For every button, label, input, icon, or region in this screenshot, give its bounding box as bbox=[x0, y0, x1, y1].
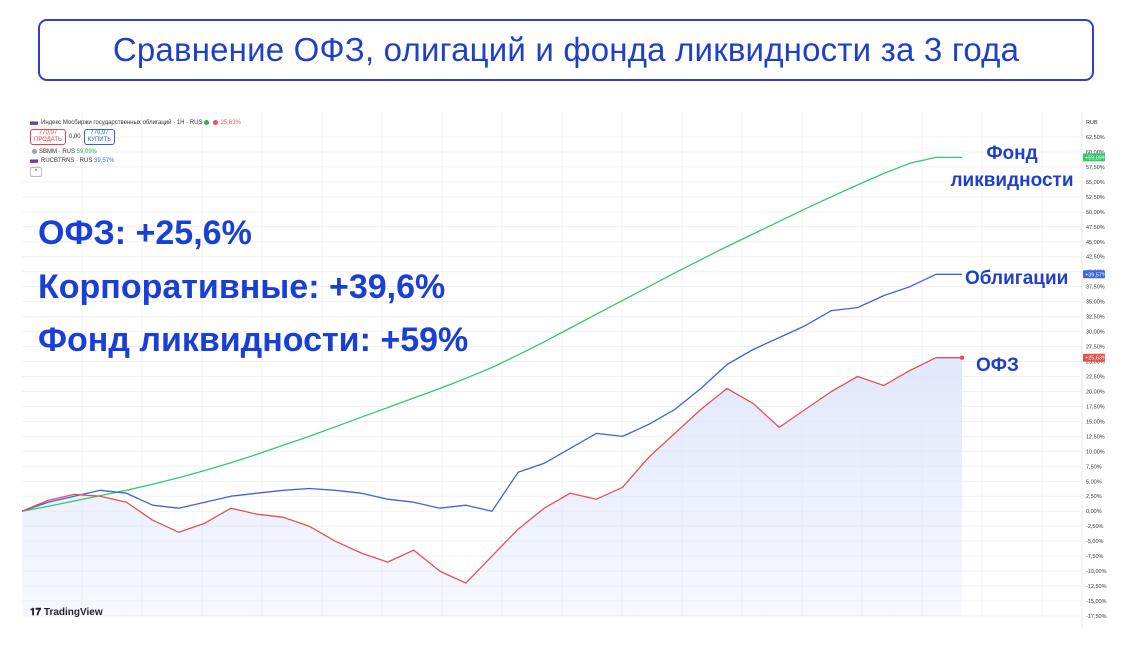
y-tick-label: 60,00% bbox=[1086, 150, 1105, 156]
y-tick-label: 7,50% bbox=[1086, 464, 1102, 470]
buy-price: 770,97 bbox=[90, 130, 109, 136]
y-tick-label: 62,50% bbox=[1086, 135, 1105, 141]
y-tick-label: -2,50% bbox=[1086, 524, 1104, 530]
y-tick-label: 52,50% bbox=[1086, 195, 1105, 201]
tradingview-brand: TradingView bbox=[43, 607, 103, 618]
y-tick-label: -7,50% bbox=[1086, 554, 1104, 560]
y-tick-label: 27,50% bbox=[1086, 345, 1105, 351]
y-tick-label: 5,00% bbox=[1086, 479, 1102, 485]
label-ofz: ОФЗ bbox=[976, 355, 1019, 376]
buy-label: КУПИТЬ bbox=[87, 137, 112, 143]
y-tick-label: 12,50% bbox=[1086, 434, 1105, 440]
label-fund-line2: ликвидности bbox=[950, 170, 1074, 191]
spread-value: 0,00 bbox=[68, 134, 81, 140]
sell-price: 770,97 bbox=[38, 130, 58, 136]
y-tick-label: 32,50% bbox=[1086, 315, 1105, 321]
y-tick-label: 57,50% bbox=[1086, 165, 1105, 171]
sell-label: ПРОДАТЬ bbox=[34, 137, 62, 143]
legend-row-main: Индекс Мосбиржи государственных облигаци… bbox=[30, 118, 241, 127]
russia-flag-icon bbox=[30, 158, 38, 163]
stat-fund: Фонд ликвидности: +59% bbox=[38, 321, 469, 359]
legend-row-rucbtrns[interactable]: RUCBTRNS · RUS 39,57% bbox=[30, 156, 241, 165]
series-end-label-2: +25,63% bbox=[1085, 356, 1107, 362]
y-tick-label: 25,00% bbox=[1086, 360, 1105, 366]
y-tick-label: -17,50% bbox=[1086, 614, 1107, 620]
y-tick-label: -12,50% bbox=[1086, 584, 1107, 590]
buy-button[interactable]: 770,97 КУПИТЬ bbox=[83, 129, 116, 145]
y-tick-label: 50,00% bbox=[1086, 210, 1105, 216]
globe-icon bbox=[32, 149, 37, 154]
y-tick-label: 47,50% bbox=[1086, 225, 1105, 231]
series-end-label-1: +39,57% bbox=[1085, 272, 1107, 278]
alert-dot-icon bbox=[213, 120, 219, 125]
y-tick-label: -10,00% bbox=[1086, 569, 1107, 575]
sell-button[interactable]: 770,97 ПРОДАТЬ bbox=[30, 129, 66, 145]
y-tick-label: -15,00% bbox=[1086, 599, 1107, 605]
collapse-legend-chevron-up-icon[interactable]: ^ bbox=[30, 167, 42, 177]
series-end-badge-1 bbox=[1083, 270, 1105, 279]
currency-selector: RUB bbox=[1086, 120, 1098, 126]
legend-row-sbmm[interactable]: SBMM · RUS 59,09% bbox=[30, 147, 241, 156]
russia-flag-icon bbox=[30, 120, 38, 125]
legend-sbmm-value: 59,09% bbox=[76, 148, 98, 155]
stat-corp: Корпоративные: +39,6% bbox=[38, 268, 446, 306]
y-tick-label: 37,50% bbox=[1086, 285, 1105, 291]
y-tick-label: 0,00% bbox=[1086, 509, 1102, 515]
ofz-area-fill bbox=[22, 357, 962, 616]
series-line-1 bbox=[22, 273, 962, 512]
tradingview-logo-icon: 𝟏𝟕 bbox=[30, 607, 42, 618]
line-chart: -17,50% -15,00% -12,50% -10,00% -7,50% -5,00%… bbox=[22, 112, 1107, 628]
label-fund-line1: Фонд bbox=[986, 143, 1038, 164]
title-box: Сравнение ОФЗ, олигаций и фонда ликвидно… bbox=[38, 19, 1094, 81]
trade-buttons: 770,97 ПРОДАТЬ 0,00 770,97 КУПИТЬ bbox=[30, 129, 241, 145]
y-tick-label: 17,50% bbox=[1086, 404, 1105, 410]
label-fund: Фонд ликвидности bbox=[946, 140, 1078, 194]
legend-main-value: 25,63% bbox=[220, 119, 241, 126]
y-tick-label: -5,00% bbox=[1086, 539, 1104, 545]
series-line-0 bbox=[22, 156, 962, 512]
ofz-end-marker bbox=[959, 355, 965, 360]
legend-main-series: Индекс Мосбиржи государственных облигаци… bbox=[41, 119, 203, 126]
y-tick-label: 20,00% bbox=[1086, 389, 1105, 395]
y-tick-label: 2,50% bbox=[1086, 494, 1102, 500]
legend-rucbtrns: RUCBTRNS · RUS bbox=[41, 157, 93, 164]
stat-ofz: ОФЗ: +25,6% bbox=[38, 214, 252, 252]
y-tick-label: 55,00% bbox=[1086, 180, 1105, 186]
tradingview-logo: 𝟏𝟕 TradingView bbox=[30, 607, 103, 618]
y-tick-label: 15,00% bbox=[1086, 419, 1105, 425]
label-bonds: Облигации bbox=[965, 268, 1069, 289]
chart-legend: Индекс Мосбиржи государственных облигаци… bbox=[30, 118, 241, 177]
y-tick-label: 10,00% bbox=[1086, 449, 1105, 455]
status-dot-icon bbox=[204, 120, 210, 125]
legend-sbmm: SBMM · RUS bbox=[39, 148, 75, 155]
series-end-badge-2 bbox=[1083, 353, 1105, 362]
page-title: Сравнение ОФЗ, олигаций и фонда ликвидно… bbox=[112, 31, 1020, 68]
y-tick-label: 35,00% bbox=[1086, 300, 1105, 306]
y-tick-label: 42,50% bbox=[1086, 255, 1105, 261]
y-tick-label: 30,00% bbox=[1086, 330, 1105, 336]
y-tick-label: 22,50% bbox=[1086, 374, 1105, 380]
series-end-badge-0 bbox=[1083, 153, 1105, 162]
legend-rucbtrns-value: 39,57% bbox=[94, 157, 115, 164]
series-line-2 bbox=[22, 357, 962, 584]
series-end-label-0: +59,09% bbox=[1085, 155, 1107, 161]
y-tick-label: 45,00% bbox=[1086, 240, 1105, 246]
